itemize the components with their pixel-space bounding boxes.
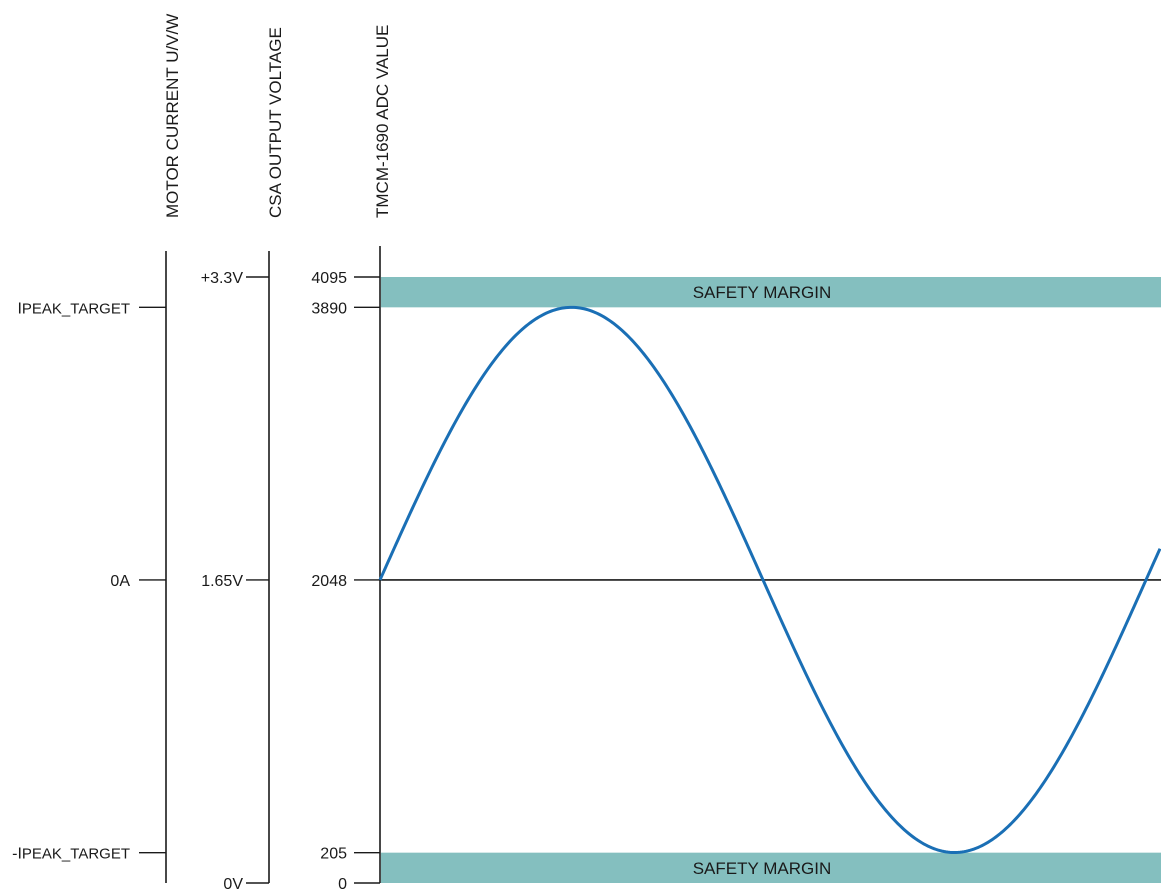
- safety-margin-band-top: [381, 277, 1161, 308]
- motor-current-label-ipeak: IPEAK_TARGET: [17, 300, 130, 317]
- adc-label-3890: 3890: [311, 300, 347, 317]
- motor-current-sine-waveform: [378, 305, 1161, 855]
- safety-margin-label-top: SAFETY MARGIN: [693, 283, 832, 302]
- adc-label-4095: 4095: [311, 270, 347, 287]
- axis-title-adc-value: TMCM-1690 ADC VALUE: [373, 25, 392, 218]
- csa-label-0v: 0V: [223, 876, 243, 891]
- axis-title-motor-current: MOTOR CURRENT U/V/W: [163, 14, 182, 218]
- motor-current-label-neg-ipeak: -IPEAK_TARGET: [12, 846, 130, 863]
- adc-label-2048: 2048: [311, 573, 347, 590]
- safety-margin-label-bottom: SAFETY MARGIN: [693, 859, 832, 878]
- safety-margin-band-bottom: [381, 852, 1161, 883]
- csa-label-1v65: 1.65V: [201, 573, 243, 590]
- axis-title-csa-voltage: CSA OUTPUT VOLTAGE: [266, 27, 285, 218]
- adc-label-0: 0: [338, 876, 347, 891]
- csa-label-3v3: +3.3V: [201, 270, 244, 287]
- adc-label-205: 205: [320, 846, 347, 863]
- motor-current-label-zero: 0A: [110, 573, 130, 590]
